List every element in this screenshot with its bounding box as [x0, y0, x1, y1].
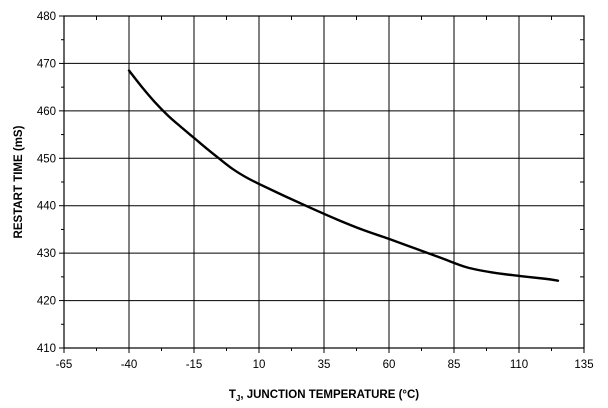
x-tick-label: -65: [56, 359, 73, 371]
plot-frame: [63, 15, 585, 349]
y-tick-label: 430: [37, 248, 56, 260]
grid: [59, 15, 585, 353]
x-tick-label: -40: [121, 359, 138, 371]
x-tick-label: 85: [448, 359, 461, 371]
x-axis-title-subscript: J: [236, 394, 240, 403]
y-axis-title: RESTART TIME (mS): [13, 125, 25, 238]
y-tick-label: 470: [37, 58, 56, 70]
y-tick-label: 420: [37, 296, 56, 308]
y-tick-label: 410: [37, 343, 56, 355]
x-tick-label: 110: [510, 359, 528, 371]
x-axis-title: TJ, JUNCTION TEMPERATURE (°C): [229, 389, 419, 403]
x-tick-label: 135: [574, 359, 593, 371]
y-tick-label: 450: [37, 153, 56, 165]
y-tick-labels: 410 420 430 440 450 460 470 480: [37, 11, 56, 355]
x-tick-label: -15: [186, 359, 203, 371]
x-tick-labels: -65 -40 -15 10 35 60 85 110 135: [56, 359, 594, 371]
x-axis-title-rest: , JUNCTION TEMPERATURE (°C): [240, 389, 419, 401]
x-tick-label: 60: [383, 359, 396, 371]
restart-time-curve: [127, 69, 560, 282]
y-tick-label: 440: [37, 201, 56, 213]
y-tick-label: 480: [37, 11, 56, 23]
x-tick-label: 10: [253, 359, 266, 371]
x-axis-title-main: T: [229, 389, 236, 401]
x-tick-label: 35: [318, 359, 331, 371]
series-layer: [127, 69, 560, 282]
y-tick-label: 460: [37, 106, 56, 118]
